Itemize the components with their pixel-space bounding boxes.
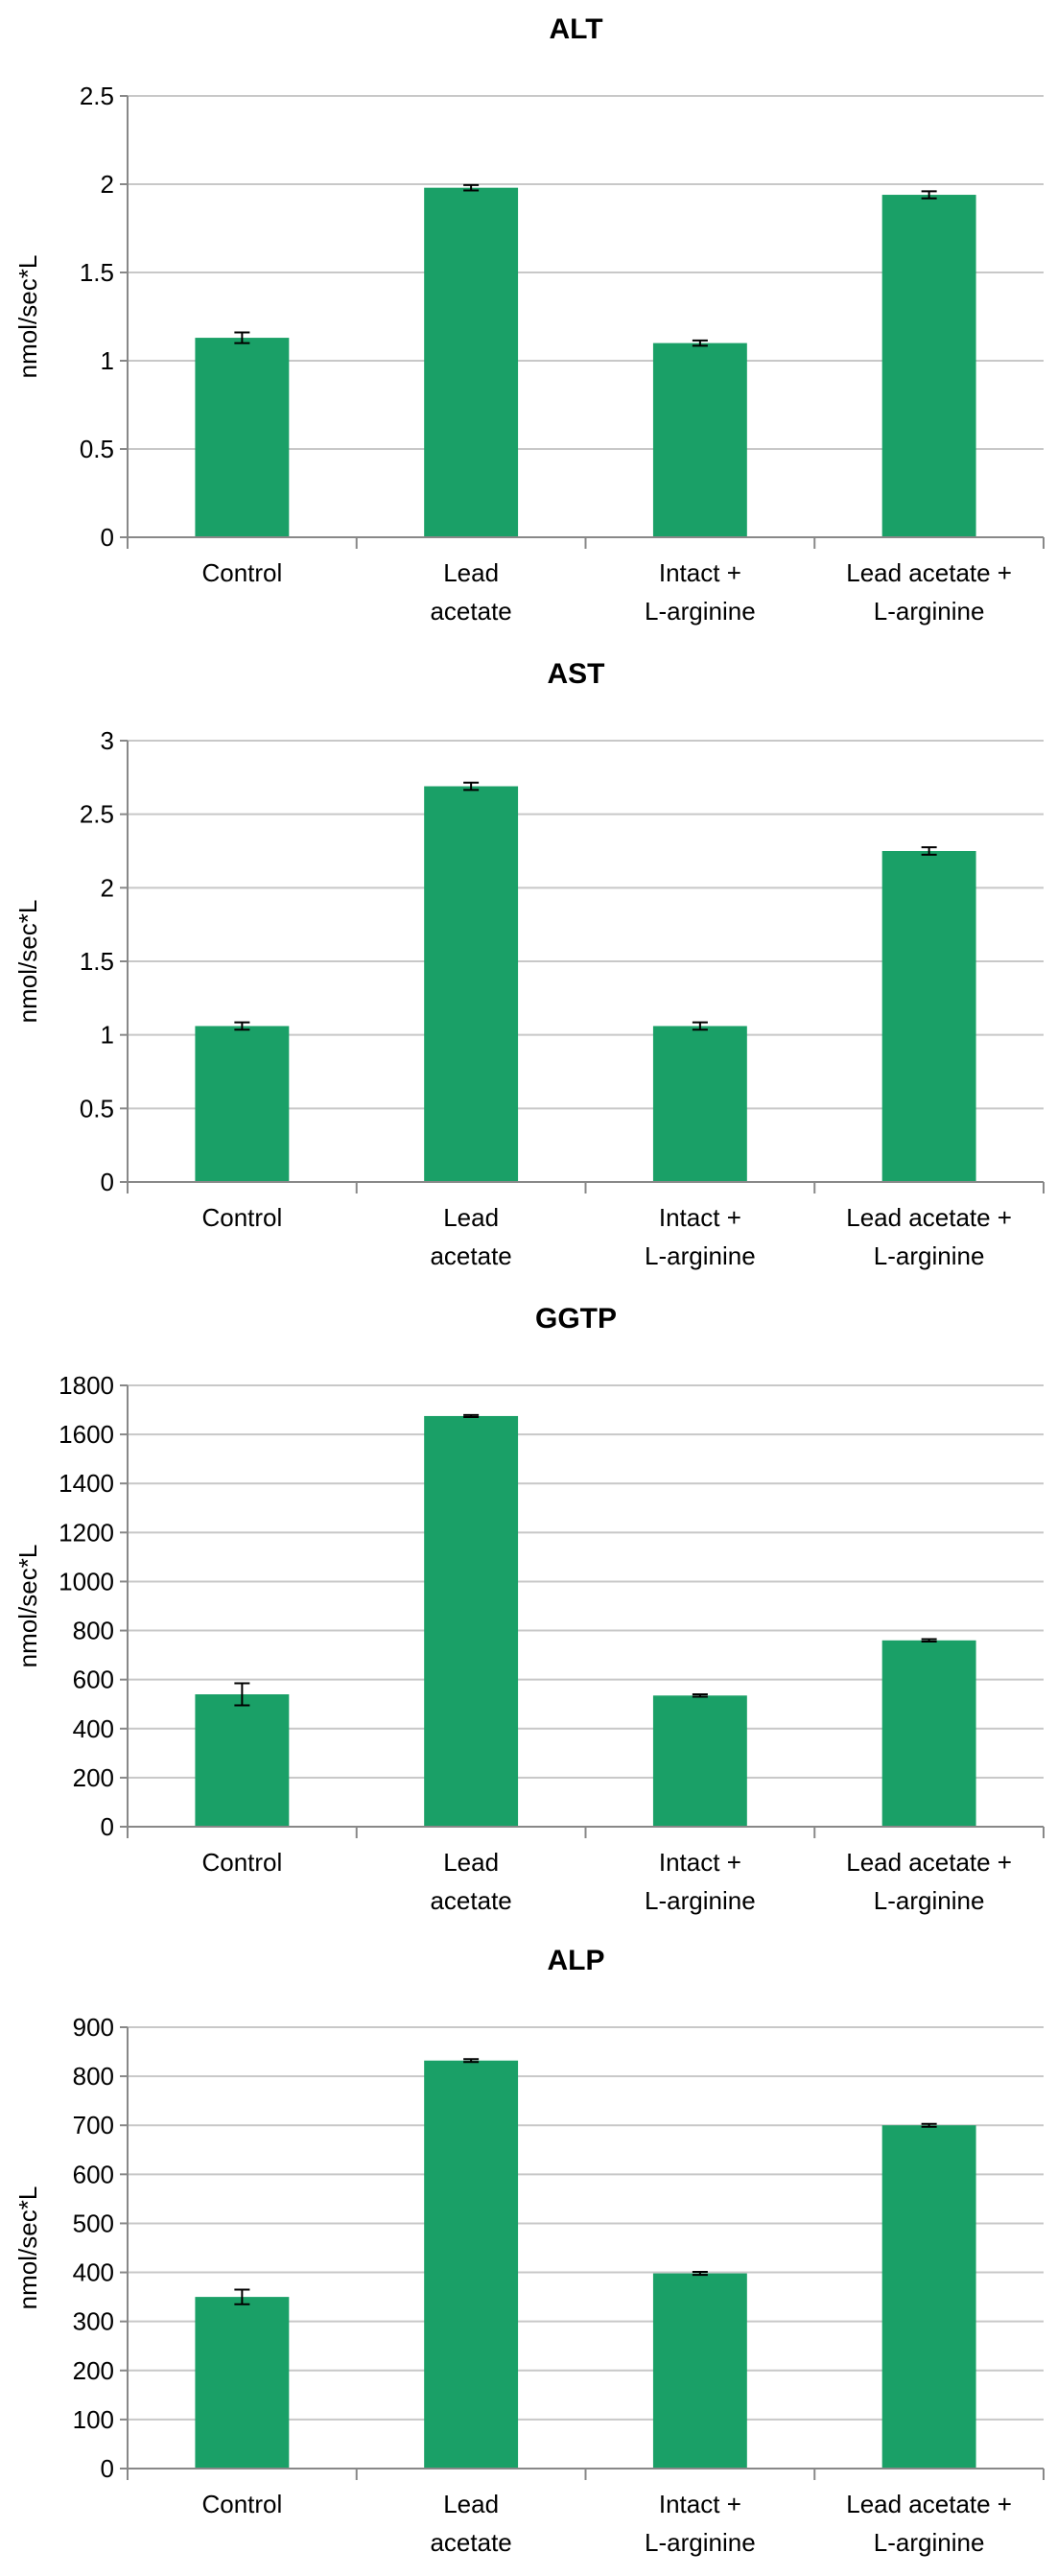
chart-ggtp: GGTP 0 200 400 600 800 1000 1200 1400 1600 1800 nmo… (13, 1303, 1045, 1915)
y-axis-label: nmol/sec*L (13, 900, 42, 1024)
y-tick-label: 1600 (59, 1420, 114, 1449)
chart-title: AST (548, 658, 605, 690)
x-category-label: Lead (443, 2490, 499, 2518)
x-category-label: Lead acetate + (846, 1203, 1012, 1232)
x-category-label: Intact + (659, 558, 741, 587)
y-axis-label: nmol/sec*L (13, 255, 42, 379)
bar (652, 1695, 747, 1827)
y-tick-label: 300 (73, 2307, 114, 2336)
x-category-label: Lead (443, 1203, 499, 1232)
bar (881, 1640, 976, 1827)
y-tick-label: 200 (73, 1763, 114, 1792)
chart-ast: AST 0 0.5 1 1.5 2 2.5 3 nmol/sec*L Control Lead ace… (13, 658, 1045, 1270)
x-category-label: L-arginine (874, 2528, 985, 2557)
y-tick-label: 2.5 (80, 82, 114, 110)
bar (195, 338, 290, 537)
y-tick-label: 1000 (59, 1567, 114, 1595)
y-axis-label: nmol/sec*L (13, 1545, 42, 1668)
y-tick-label: 400 (73, 2258, 114, 2287)
y-tick-label: 1800 (59, 1371, 114, 1400)
y-tick-label: 2.5 (80, 800, 114, 829)
bar (881, 851, 976, 1182)
chart-title: ALP (548, 1945, 605, 1976)
y-tick-label: 1.5 (80, 258, 114, 287)
x-category-label: Control (201, 2490, 282, 2518)
x-category-label: L-arginine (874, 1241, 985, 1270)
x-category-label: L-arginine (874, 597, 985, 626)
y-tick-label: 800 (73, 2062, 114, 2091)
x-category-label: acetate (430, 597, 511, 626)
bar (424, 187, 519, 537)
x-category-label: Control (201, 558, 282, 587)
y-tick-label: 3 (101, 726, 114, 755)
chart-title: GGTP (535, 1303, 617, 1335)
x-category-label: Intact + (659, 1848, 741, 1877)
x-category-label: acetate (430, 2528, 511, 2557)
y-tick-label: 1200 (59, 1518, 114, 1547)
bar (652, 343, 747, 537)
x-category-label: L-arginine (645, 597, 756, 626)
x-category-label: acetate (430, 1241, 511, 1270)
bar (195, 1026, 290, 1182)
bar (652, 2273, 747, 2469)
x-category-label: L-arginine (874, 1886, 985, 1915)
y-tick-label: 0 (101, 1812, 114, 1841)
bar (195, 2297, 290, 2469)
y-tick-label: 0.5 (80, 1094, 114, 1123)
y-axis-label: nmol/sec*L (13, 2186, 42, 2310)
bar (424, 1415, 519, 1827)
chart-title: ALT (549, 13, 602, 45)
x-category-label: Lead acetate + (846, 1848, 1012, 1877)
y-tick-label: 0 (101, 523, 114, 552)
x-category-label: Lead acetate + (846, 2490, 1012, 2518)
bar (881, 2125, 976, 2469)
x-category-label: Intact + (659, 1203, 741, 1232)
y-tick-label: 900 (73, 2013, 114, 2042)
y-tick-label: 400 (73, 1714, 114, 1743)
y-tick-label: 1 (101, 1021, 114, 1050)
x-category-label: Lead (443, 558, 499, 587)
x-category-label: acetate (430, 1886, 511, 1915)
y-tick-label: 2 (101, 873, 114, 902)
x-category-label: L-arginine (645, 1241, 756, 1270)
x-category-label: L-arginine (645, 2528, 756, 2557)
bar (195, 1694, 290, 1827)
y-tick-label: 0 (101, 2454, 114, 2483)
x-category-label: Lead acetate + (846, 558, 1012, 587)
y-tick-label: 0 (101, 1168, 114, 1196)
y-tick-label: 800 (73, 1617, 114, 1645)
x-category-label: Control (201, 1203, 282, 1232)
y-tick-label: 200 (73, 2356, 114, 2385)
chart-alp: ALP 0 100 200 300 400 500 600 700 800 900 nmol/sec*… (13, 1945, 1045, 2557)
y-tick-label: 100 (73, 2405, 114, 2434)
bar (881, 195, 976, 538)
y-tick-label: 1.5 (80, 947, 114, 976)
y-tick-label: 1 (101, 346, 114, 375)
bar (652, 1026, 747, 1182)
y-tick-label: 2 (101, 170, 114, 199)
bar (424, 786, 519, 1182)
y-tick-label: 700 (73, 2111, 114, 2139)
y-tick-label: 1400 (59, 1469, 114, 1498)
x-category-label: Intact + (659, 2490, 741, 2518)
y-tick-label: 0.5 (80, 435, 114, 463)
y-tick-label: 600 (73, 2160, 114, 2188)
chart-alt: ALT 0 0.5 1 1.5 2 2.5 nmol/sec*L Control Lead acet… (13, 13, 1045, 626)
x-category-label: Lead (443, 1848, 499, 1877)
x-category-label: L-arginine (645, 1886, 756, 1915)
x-category-label: Control (201, 1848, 282, 1877)
bar (424, 2060, 519, 2469)
y-tick-label: 600 (73, 1666, 114, 1694)
y-tick-label: 500 (73, 2209, 114, 2237)
